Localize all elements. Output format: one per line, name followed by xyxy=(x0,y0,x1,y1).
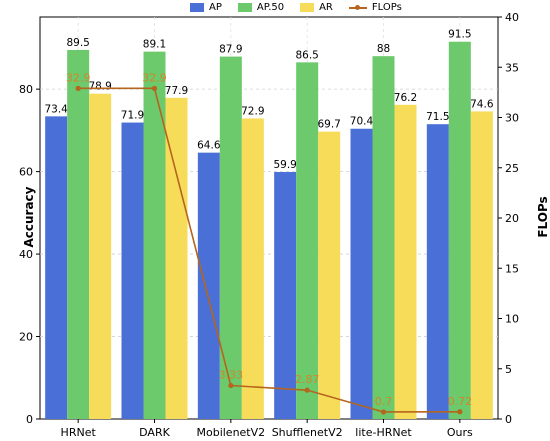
legend-item-ap50: AP.50 xyxy=(237,2,285,13)
bar-ar-4 xyxy=(394,104,417,420)
bar-value-label: 77.9 xyxy=(165,85,188,97)
x-tick-label: ShufflenetV2 xyxy=(272,426,343,439)
bar-ap50-1 xyxy=(143,51,166,419)
bar-value-label: 91.5 xyxy=(448,29,471,41)
legend-label-flops: FLOPs xyxy=(371,2,402,13)
bar-ap-5 xyxy=(426,124,449,419)
y-tick-label-left: 40 xyxy=(19,248,33,261)
bar-value-label: 78.9 xyxy=(88,81,111,93)
legend-label-ap50: AP.50 xyxy=(256,2,285,13)
bar-ap50-3 xyxy=(296,62,319,419)
flops-value-label: 2.87 xyxy=(295,373,320,386)
bar-ap50-5 xyxy=(448,41,471,419)
bar-ap50-2 xyxy=(219,56,242,419)
bar-ap50-0 xyxy=(67,49,90,419)
y-tick-label-right: 10 xyxy=(505,313,519,326)
bar-ar-3 xyxy=(318,131,341,420)
x-tick-label: MobilenetV2 xyxy=(196,426,265,439)
legend-label-ap: AP xyxy=(209,2,222,13)
flops-point-0 xyxy=(75,85,81,91)
bar-value-label: 89.5 xyxy=(66,37,89,49)
bar-value-label: 87.9 xyxy=(219,44,242,56)
bar-value-label: 70.4 xyxy=(350,116,374,128)
legend-swatch-ap50 xyxy=(237,3,252,12)
bar-ar-2 xyxy=(241,118,264,420)
bar-ap50-4 xyxy=(372,56,395,420)
y-tick-label-right: 0 xyxy=(505,413,512,426)
x-tick-label: Ours xyxy=(447,426,473,439)
bar-ar-0 xyxy=(89,93,112,419)
flops-point-3 xyxy=(304,387,310,393)
y-tick-label-right: 40 xyxy=(505,11,519,24)
bar-value-label: 89.1 xyxy=(143,39,166,51)
bar-ap-4 xyxy=(350,128,373,419)
y-tick-label-right: 5 xyxy=(505,363,512,376)
flops-point-2 xyxy=(228,382,234,389)
x-tick-label: lite-HRNet xyxy=(355,426,412,439)
y-tick-label-left: 0 xyxy=(26,413,33,426)
legend-item-flops: FLOPs xyxy=(348,2,402,13)
flops-value-label: 3.33 xyxy=(219,369,244,382)
bar-ap-0 xyxy=(45,116,68,420)
flops-value-label: 0.72 xyxy=(448,395,473,408)
bar-ap-1 xyxy=(121,122,144,419)
legend-item-ar: AR xyxy=(300,2,333,13)
flops-value-label: 0.7 xyxy=(375,395,393,408)
bar-value-label: 71.5 xyxy=(426,111,449,123)
bar-value-label: 88 xyxy=(377,43,390,55)
bar-value-label: 59.9 xyxy=(273,159,296,171)
y-tick-label-right: 30 xyxy=(505,112,519,125)
bar-value-label: 72.9 xyxy=(241,105,264,117)
bar-value-label: 64.6 xyxy=(197,140,221,152)
flops-point-5 xyxy=(457,409,463,415)
flops-value-label: 32.9 xyxy=(66,71,91,84)
legend-item-ap: AP xyxy=(190,2,222,13)
flops-point-4 xyxy=(380,409,387,415)
y-tick-label-left: 60 xyxy=(19,166,33,179)
bar-ap-2 xyxy=(197,152,220,419)
y-tick-label-left: 80 xyxy=(19,83,33,96)
y-tick-label-right: 20 xyxy=(505,212,519,225)
flops-point-1 xyxy=(151,85,158,91)
bar-value-label: 76.2 xyxy=(394,92,417,104)
legend-swatch-ap xyxy=(190,3,204,12)
bar-value-label: 86.5 xyxy=(295,49,318,61)
chart-legend: AP AP.50 AR FLOPs xyxy=(190,2,402,13)
flops-value-label: 32.9 xyxy=(142,71,167,84)
x-tick-label: HRNet xyxy=(61,426,97,439)
y-tick-label-left: 20 xyxy=(19,331,33,344)
bar-value-label: 74.6 xyxy=(470,98,494,110)
legend-label-ar: AR xyxy=(319,2,333,13)
y-tick-label-right: 35 xyxy=(505,61,519,74)
y-tick-label-right: 25 xyxy=(505,162,519,175)
bar-value-label: 69.7 xyxy=(317,119,340,131)
bar-value-label: 71.9 xyxy=(121,110,144,122)
y-tick-label-right: 15 xyxy=(505,262,519,275)
legend-swatch-flops xyxy=(348,3,367,12)
bar-ar-5 xyxy=(470,111,493,420)
bar-ap-3 xyxy=(274,172,297,419)
x-tick-label: DARK xyxy=(139,426,170,439)
legend-swatch-ar xyxy=(300,3,315,12)
bar-ar-1 xyxy=(165,97,188,419)
bar-value-label: 73.4 xyxy=(44,103,68,115)
flops-line xyxy=(78,87,460,413)
